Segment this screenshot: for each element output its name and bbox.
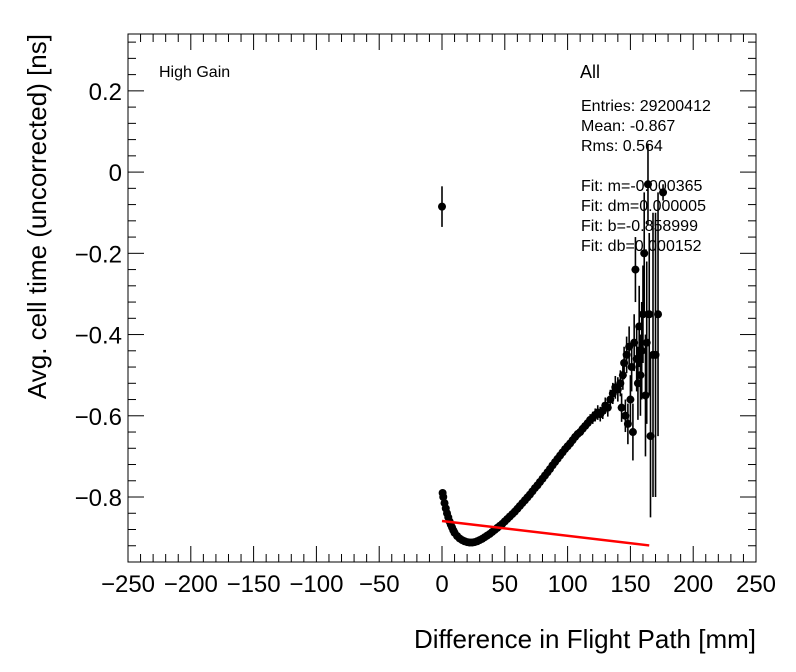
stats-line-fit-m: Fit: m=-0.000365 (581, 178, 703, 195)
x-tick-label: 150 (610, 571, 650, 598)
stats-line-entries: Entries: 29200412 (581, 98, 711, 115)
data-point (654, 310, 663, 319)
y-axis-label: Avg. cell time (uncorrected) [ns] (22, 34, 52, 399)
data-point (651, 350, 660, 359)
data-point (632, 354, 641, 363)
data-point (616, 379, 625, 388)
data-point (617, 403, 626, 412)
stats-line-fit-db: Fit: db=0.000152 (581, 238, 702, 255)
x-tick-label: −100 (289, 571, 343, 598)
stats-line-fit-b: Fit: b=-0.858999 (581, 218, 698, 235)
y-tick-label: 0 (109, 160, 122, 187)
data-point (623, 419, 632, 428)
data-point (438, 202, 446, 211)
data-point (627, 363, 636, 372)
stats-box: Entries: 29200412 Mean: -0.867 Rms: 0.56… (581, 97, 711, 257)
data-point (626, 395, 635, 404)
data-point (637, 346, 646, 355)
data-point (638, 310, 647, 319)
data-point (618, 371, 627, 380)
data-point (620, 358, 629, 367)
x-tick-label: 50 (491, 571, 518, 598)
x-tick-label: 200 (673, 571, 713, 598)
data-point (628, 428, 637, 437)
stats-line-spacer (581, 157, 711, 177)
fit-line (441, 519, 650, 547)
stats-line-mean: Mean: -0.867 (581, 118, 676, 135)
x-tick-label: −150 (227, 571, 281, 598)
x-tick-label: 250 (736, 571, 776, 598)
y-tick-label: 0.2 (89, 79, 122, 106)
stats-title: All (580, 62, 601, 82)
data-point (643, 180, 652, 189)
y-tick-label: −0.6 (75, 404, 122, 431)
data-point (613, 385, 622, 394)
data-point (606, 395, 615, 404)
gain-label: High Gain (159, 64, 231, 81)
data-point (635, 322, 644, 331)
data-point (621, 411, 630, 420)
stats-line-fit-dm: Fit: dm=0.000005 (581, 198, 706, 215)
data-point (646, 432, 655, 441)
data-point (630, 338, 639, 347)
data-point (645, 310, 654, 319)
x-tick-labels: −250 −200 −150 −100 −50 0 50 100 150 200 250 (101, 571, 776, 598)
y-tick-labels: −0.8 −0.6 −0.4 −0.2 0 0.2 (75, 79, 122, 512)
y-tick-label: −0.8 (75, 485, 122, 512)
data-point (622, 350, 631, 359)
data-point (659, 188, 668, 197)
data-point (633, 379, 642, 388)
x-axis-label: Difference in Flight Path [mm] (414, 624, 756, 654)
data-point (603, 403, 612, 412)
data-point (641, 391, 650, 400)
data-point (636, 371, 645, 380)
axis-ticks (127, 34, 757, 563)
data-point (439, 493, 448, 502)
x-tick-label: −200 (164, 571, 218, 598)
x-tick-label: −50 (359, 571, 400, 598)
stats-line-rms: Rms: 0.564 (581, 138, 663, 155)
y-tick-label: −0.2 (75, 241, 122, 268)
data-point (642, 338, 651, 347)
x-tick-label: 0 (435, 571, 448, 598)
x-tick-label: 100 (548, 571, 588, 598)
x-tick-label: −250 (101, 571, 155, 598)
y-tick-label: −0.4 (75, 323, 122, 350)
data-point (631, 265, 640, 274)
data-point (640, 249, 649, 258)
